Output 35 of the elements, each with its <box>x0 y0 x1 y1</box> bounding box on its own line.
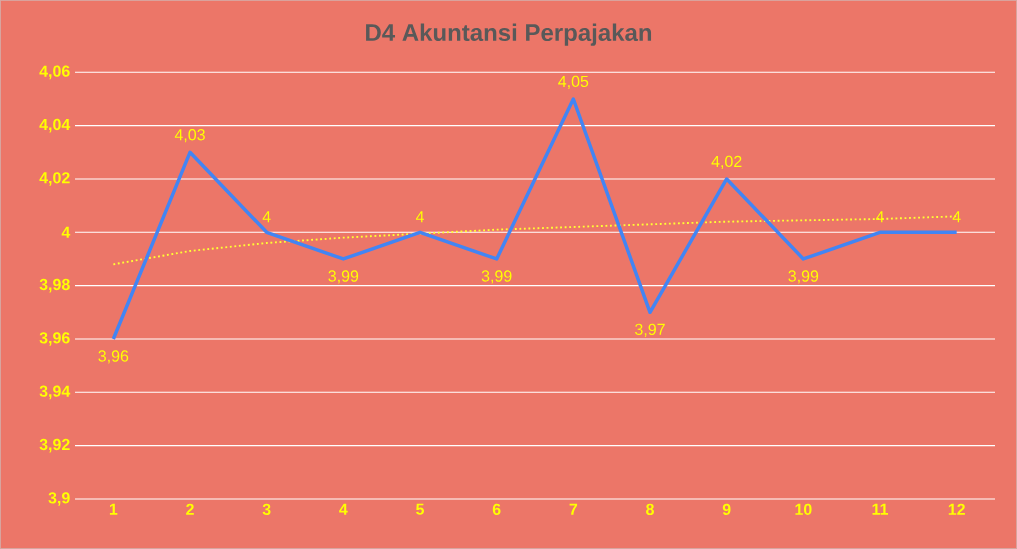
x-tick-label: 7 <box>569 503 578 515</box>
data-label: 3,99 <box>788 270 819 284</box>
data-label: 4,02 <box>711 155 742 169</box>
x-tick-label: 5 <box>416 503 425 515</box>
x-tick-label: 6 <box>492 503 501 516</box>
data-label: 4,03 <box>174 129 205 143</box>
x-tick-label: 11 <box>872 503 889 515</box>
line-series <box>111 97 959 341</box>
y-tick-label: 3,96 <box>39 332 70 346</box>
x-tick-label: 8 <box>646 503 654 516</box>
data-label: 3,97 <box>635 323 665 337</box>
x-tick-label: 10 <box>795 503 812 516</box>
y-tick-label: 4 <box>61 226 71 238</box>
x-tick-label: 12 <box>948 503 965 515</box>
data-label: 4 <box>875 211 884 223</box>
data-label: 4 <box>415 211 424 223</box>
data-label: 4 <box>952 211 961 223</box>
y-tick-label: 4,04 <box>39 118 71 133</box>
y-tick-label: 4,02 <box>39 172 70 186</box>
data-label: 3,99 <box>481 270 512 284</box>
x-tick-label: 3 <box>262 503 271 516</box>
x-tick-label: 9 <box>722 503 731 516</box>
chart-title: D4 Akuntansi Perpajakan <box>366 23 652 46</box>
y-tick-label: 3,94 <box>39 385 71 400</box>
x-tick-label: 4 <box>339 503 348 515</box>
data-label: 3,96 <box>98 350 129 364</box>
y-tick-label: 3,92 <box>39 438 70 453</box>
data-label: 4,05 <box>558 75 589 89</box>
y-tick-label: 4,06 <box>39 65 70 80</box>
data-label: 4 <box>262 211 271 223</box>
y-tick-label: 3,98 <box>39 278 70 293</box>
x-tick-label: 1 <box>109 503 118 515</box>
data-label: 3,99 <box>328 270 359 284</box>
y-tick-label: 3,9 <box>48 492 70 506</box>
x-tick-label: 2 <box>186 503 194 515</box>
